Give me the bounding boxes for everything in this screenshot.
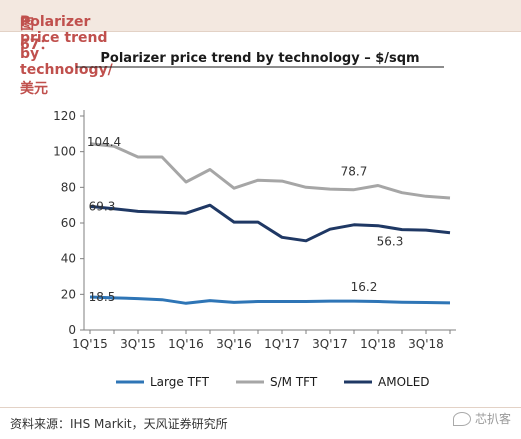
x-tick-label: 1Q'16 — [168, 337, 204, 351]
source-note: 资料来源：IHS Markit，天风证券研究所 — [10, 417, 228, 431]
data-label: 104.4 — [87, 135, 121, 149]
x-tick-label: 3Q'16 — [216, 337, 252, 351]
legend-label-s-m-tft: S/M TFT — [270, 375, 318, 389]
y-tick-label: 20 — [61, 287, 76, 301]
footer-divider — [0, 407, 521, 408]
data-label: 18.5 — [89, 290, 116, 304]
data-label: 56.3 — [377, 235, 404, 249]
x-tick-label: 1Q'15 — [72, 337, 108, 351]
x-tick-label: 3Q'18 — [408, 337, 444, 351]
legend-label-amoled: AMOLED — [378, 375, 430, 389]
chat-bubble-icon — [452, 411, 471, 426]
y-tick-label: 40 — [61, 252, 76, 266]
legend-label-large-tft: Large TFT — [150, 375, 210, 389]
y-tick-label: 80 — [61, 180, 76, 194]
series-line-amoled — [89, 203, 451, 243]
chart-legend: Large TFT S/M TFT AMOLED — [116, 375, 430, 389]
data-label: 16.2 — [351, 280, 378, 294]
x-tick-label: 1Q'18 — [360, 337, 396, 351]
chart-data-labels: 104.4 78.7 69.3 56.3 18.5 16.2 — [87, 135, 404, 304]
chart-series — [89, 142, 451, 305]
figure-title-text: Polarizer price trend by technology/美元 — [20, 14, 113, 97]
y-tick-label: 0 — [68, 323, 76, 337]
y-tick-label: 60 — [61, 216, 76, 230]
line-chart: Polarizer price trend by technology – $/… — [53, 51, 456, 389]
x-tick-label: 3Q'15 — [120, 337, 156, 351]
figure-label: 图 67： — [20, 17, 54, 53]
x-tick-label: 3Q'17 — [312, 337, 348, 351]
watermark-text: 芯扒客 — [474, 412, 511, 426]
data-label: 69.3 — [89, 199, 116, 213]
data-label: 78.7 — [341, 165, 368, 179]
watermark: 芯扒客 — [452, 410, 511, 427]
chart-title: Polarizer price trend by technology – $/… — [100, 51, 419, 66]
series-line-large-tft — [89, 295, 451, 305]
chart-axes: 0 20 40 60 80 100 120 1Q'15 3Q'15 1Q'16 3Q'16 1Q'17… — [53, 109, 456, 351]
y-tick-label: 100 — [53, 145, 76, 159]
x-tick-label: 1Q'17 — [264, 337, 300, 351]
y-tick-label: 120 — [53, 109, 76, 123]
series-line-s-m-tft — [89, 142, 451, 200]
figure-header: 图 67： Polarizer price trend by technology… — [0, 0, 521, 97]
